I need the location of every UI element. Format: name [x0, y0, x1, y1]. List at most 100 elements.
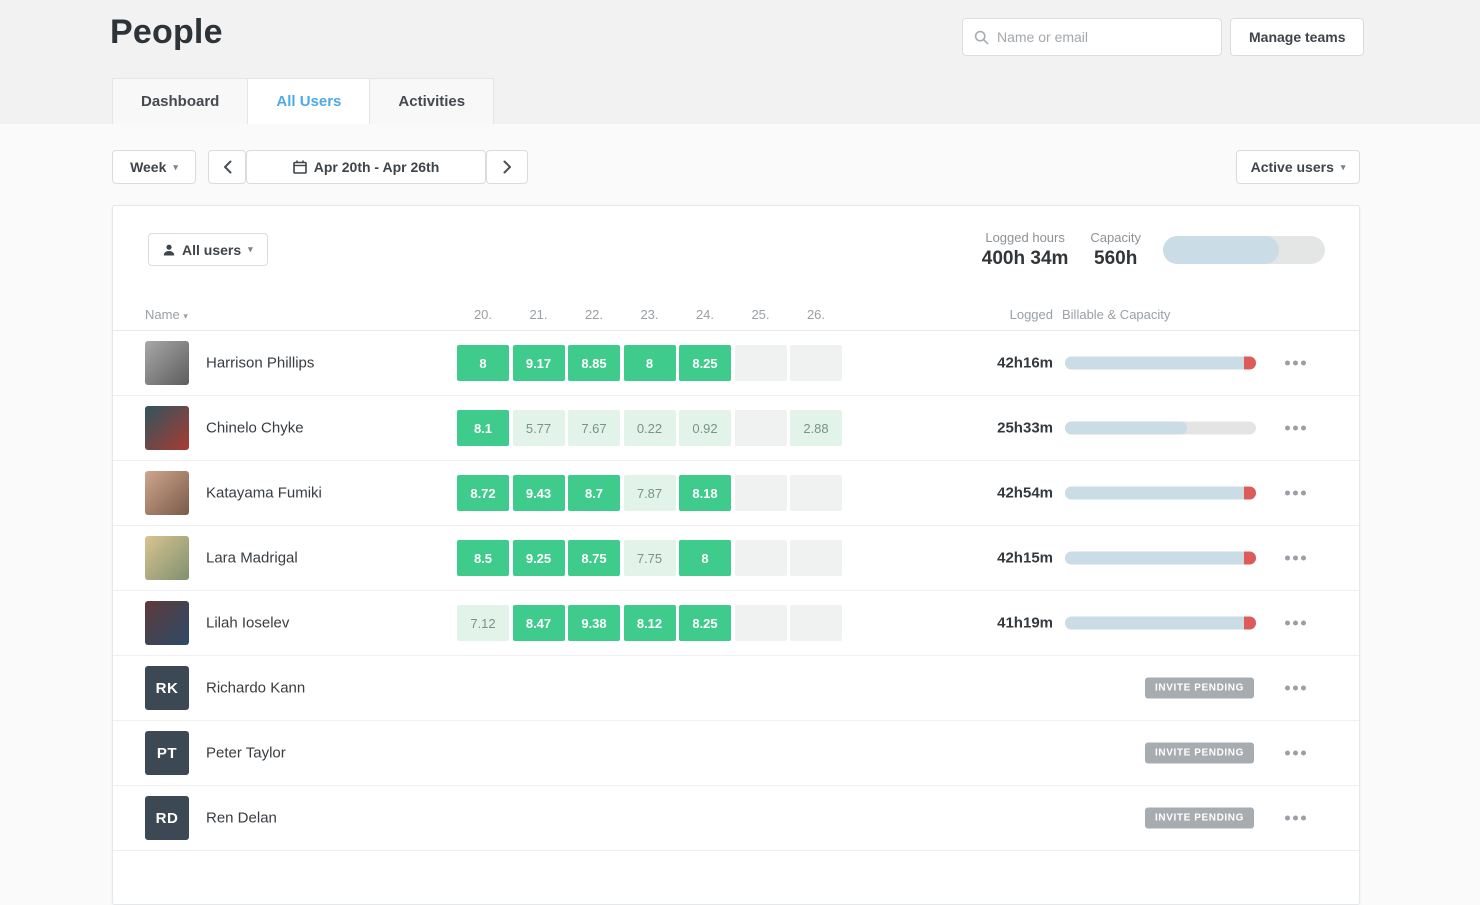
day-cell[interactable]: 8.75	[568, 540, 620, 576]
logged-hours-label: Logged hours	[985, 230, 1065, 245]
active-users-dropdown[interactable]: Active users ▾	[1236, 150, 1360, 184]
table-row: RD Ren Delan INVITE PENDING	[113, 786, 1359, 851]
tab-bar: Dashboard All Users Activities	[112, 78, 495, 124]
capacity-label: Capacity	[1090, 230, 1141, 245]
day-header: 24.	[695, 307, 715, 322]
day-cell[interactable]: 8.5	[457, 540, 509, 576]
row-menu-button[interactable]	[1275, 743, 1315, 764]
user-rows: Harrison Phillips 8 9.17 8.85 8 8.25 42h16m Chi…	[113, 331, 1359, 851]
day-cell[interactable]: 8.12	[623, 605, 676, 641]
row-menu-button[interactable]	[1275, 353, 1315, 374]
menu-dot-icon	[1292, 425, 1298, 431]
logged-hours: 25h33m	[997, 419, 1053, 437]
day-cell[interactable]: 7.12	[457, 605, 509, 641]
period-label: Week	[130, 159, 167, 175]
period-dropdown[interactable]: Week ▾	[112, 150, 196, 184]
logged-hours: 42h54m	[997, 484, 1053, 502]
day-cell[interactable]	[734, 410, 787, 446]
day-cell[interactable]: 7.87	[623, 475, 676, 511]
day-cell[interactable]: 8	[679, 540, 731, 576]
people-card: All users ▾ Logged hours 400h 34m Capaci…	[112, 205, 1360, 905]
menu-dot-icon	[1300, 815, 1306, 821]
logged-hours: 41h19m	[997, 614, 1053, 632]
menu-dot-icon	[1284, 685, 1290, 691]
day-cell[interactable]: 0.22	[623, 410, 676, 446]
day-cell[interactable]	[734, 475, 787, 511]
day-cell[interactable]: 8.7	[568, 475, 620, 511]
date-range-button[interactable]: Apr 20th - Apr 26th	[246, 150, 486, 184]
day-cell[interactable]	[790, 540, 842, 576]
tab-dashboard[interactable]: Dashboard	[112, 78, 249, 124]
row-menu-button[interactable]	[1275, 483, 1315, 504]
menu-dot-icon	[1292, 360, 1298, 366]
day-header: 23.	[640, 307, 659, 322]
prev-week-button[interactable]	[208, 150, 246, 184]
row-menu-button[interactable]	[1275, 548, 1315, 569]
day-cell[interactable]: 8.1	[457, 410, 509, 446]
day-cell[interactable]	[734, 345, 787, 381]
row-menu-button[interactable]	[1275, 678, 1315, 699]
search-input[interactable]	[963, 19, 1221, 55]
day-cell[interactable]: 8.47	[512, 605, 565, 641]
day-cells: 7.12 8.47 9.38 8.12 8.25	[457, 605, 842, 641]
day-cell[interactable]: 9.38	[568, 605, 620, 641]
day-cell[interactable]: 2.88	[790, 410, 842, 446]
row-menu-button[interactable]	[1275, 418, 1315, 439]
avatar	[145, 601, 189, 645]
menu-dot-icon	[1300, 750, 1306, 756]
row-menu-button[interactable]	[1275, 613, 1315, 634]
manage-teams-button[interactable]: Manage teams	[1230, 18, 1365, 56]
active-users-label: Active users	[1250, 159, 1334, 175]
over-capacity-indicator	[1244, 551, 1256, 565]
table-row: PT Peter Taylor INVITE PENDING	[113, 721, 1359, 786]
day-cell[interactable]	[734, 605, 787, 641]
day-cell[interactable]: 7.67	[568, 410, 620, 446]
day-cell[interactable]	[790, 345, 842, 381]
caret-down-icon: ▾	[248, 244, 253, 254]
invite-pending-badge: INVITE PENDING	[1145, 742, 1254, 764]
capacity-value: 560h	[1094, 248, 1138, 269]
avatar: PT	[145, 731, 189, 775]
chevron-left-icon	[223, 160, 231, 174]
all-users-label: All users	[182, 241, 242, 258]
day-cell[interactable]: 8	[623, 345, 676, 381]
capacity-bar-fill	[1065, 551, 1256, 565]
table-row: Lilah Ioselev 7.12 8.47 9.38 8.12 8.25 41h19m	[113, 591, 1359, 656]
next-week-button[interactable]	[486, 150, 528, 184]
day-cells: 8.72 9.43 8.7 7.87 8.18	[457, 475, 842, 511]
menu-dot-icon	[1284, 490, 1290, 496]
avatar	[145, 341, 189, 385]
over-capacity-indicator	[1244, 486, 1256, 500]
capacity-bar	[1065, 486, 1256, 500]
menu-dot-icon	[1300, 620, 1306, 626]
capacity-bar-fill	[1065, 356, 1256, 370]
menu-dot-icon	[1300, 685, 1306, 691]
logged-hours: 42h15m	[997, 549, 1053, 567]
day-cell[interactable]: 9.17	[512, 345, 565, 381]
day-cell[interactable]: 8	[457, 345, 509, 381]
tab-activities[interactable]: Activities	[369, 78, 495, 124]
all-users-dropdown[interactable]: All users ▾	[148, 233, 268, 266]
day-cell[interactable]: 0.92	[679, 410, 731, 446]
day-cell[interactable]: 8.25	[679, 345, 731, 381]
day-cell[interactable]	[790, 475, 842, 511]
capacity-stat: Capacity 560h	[1090, 230, 1141, 270]
day-cell[interactable]: 8.18	[679, 475, 731, 511]
day-cell[interactable]: 9.25	[512, 540, 565, 576]
invite-pending-badge: INVITE PENDING	[1145, 807, 1254, 829]
day-cell[interactable]: 8.72	[457, 475, 509, 511]
day-cell[interactable]: 7.75	[623, 540, 676, 576]
table-row: Chinelo Chyke 8.1 5.77 7.67 0.22 0.92 2.88 25h3…	[113, 396, 1359, 461]
user-name: Chinelo Chyke	[206, 419, 304, 437]
day-cell[interactable]	[790, 605, 842, 641]
day-cell[interactable]	[734, 540, 787, 576]
day-header: 22.	[584, 307, 604, 322]
name-column-header[interactable]: Name ▾	[145, 307, 188, 322]
tab-all-users[interactable]: All Users	[247, 78, 371, 124]
day-cell[interactable]: 8.25	[679, 605, 731, 641]
day-cell[interactable]: 5.77	[512, 410, 565, 446]
day-cell[interactable]: 9.43	[512, 475, 565, 511]
row-menu-button[interactable]	[1275, 808, 1315, 829]
day-cell[interactable]: 8.85	[568, 345, 620, 381]
